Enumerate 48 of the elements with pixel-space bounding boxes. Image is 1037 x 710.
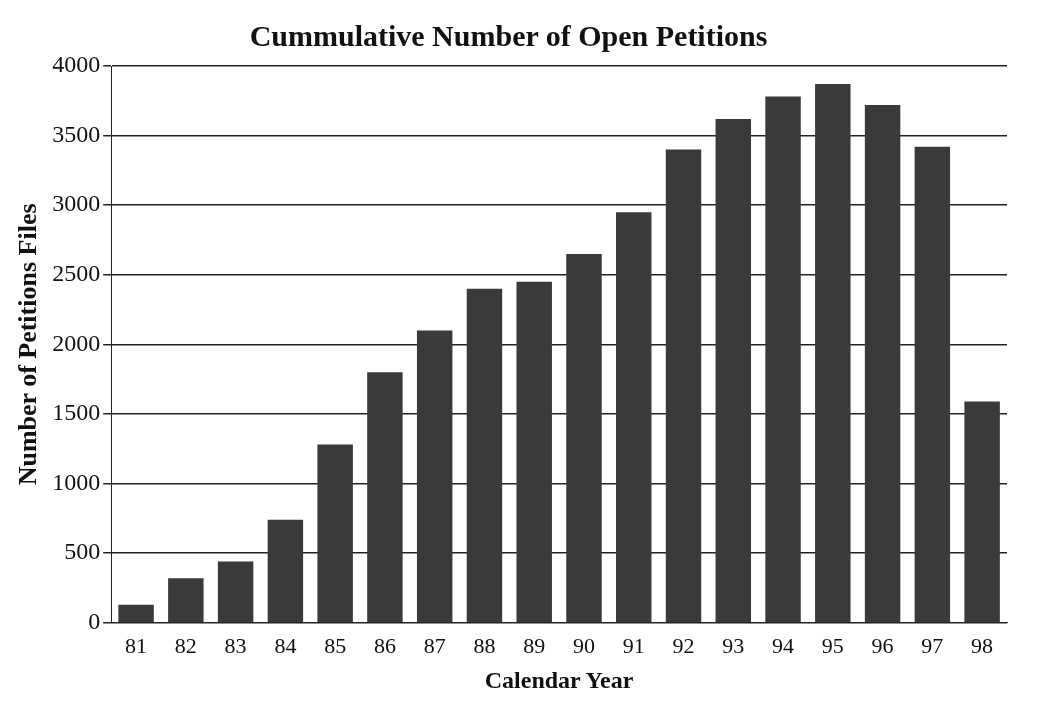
bar [616,212,652,623]
y-tick-label: 4000 [52,51,101,78]
bar [815,84,851,623]
bar [516,281,552,623]
y-tick-label: 0 [88,608,101,635]
x-tick-label: 84 [274,632,297,658]
x-tick-label: 87 [423,632,446,658]
y-axis-title: Number of Petitions Files [13,203,43,486]
y-tick-label: 500 [64,538,101,565]
chart-title: Cummulative Number of Open Petitions [249,18,768,52]
bar [665,149,702,623]
bar [765,96,801,623]
bar [267,519,304,623]
y-tick-label: 1500 [52,399,101,426]
bar [416,330,453,623]
bar [466,288,503,623]
x-axis-title: Calendar Year [484,666,634,693]
bar [566,253,602,623]
bar [964,401,1000,623]
x-tick-label: 93 [722,632,745,658]
x-tick-label: 85 [324,632,347,658]
x-tick-label: 98 [971,632,994,658]
y-tick-label: 3500 [52,120,101,147]
x-tick-label: 91 [622,632,645,658]
bar [914,146,951,623]
y-tick-label: 2000 [52,329,101,356]
x-tick-label: 82 [174,632,197,658]
x-tick-label: 97 [921,632,944,658]
y-tick-label: 2500 [52,260,101,287]
bar [317,444,353,623]
x-tick-label: 90 [572,632,595,658]
x-tick-label: 86 [373,632,396,658]
bar [168,578,204,623]
x-tick-label: 83 [224,632,247,658]
x-tick-label: 89 [523,632,546,658]
y-tick-label: 3000 [52,190,101,217]
x-tick-label: 94 [772,632,795,658]
y-tick-label: 1000 [52,468,101,495]
bar [367,372,403,623]
x-tick-label: 81 [125,632,148,658]
bar [715,118,752,623]
bar [217,561,254,623]
x-tick-label: 88 [473,632,496,658]
x-tick-label: 96 [871,632,894,658]
x-tick-label: 95 [821,632,844,658]
bar [118,604,154,623]
bar [864,104,901,623]
x-tick-label: 92 [672,632,695,658]
